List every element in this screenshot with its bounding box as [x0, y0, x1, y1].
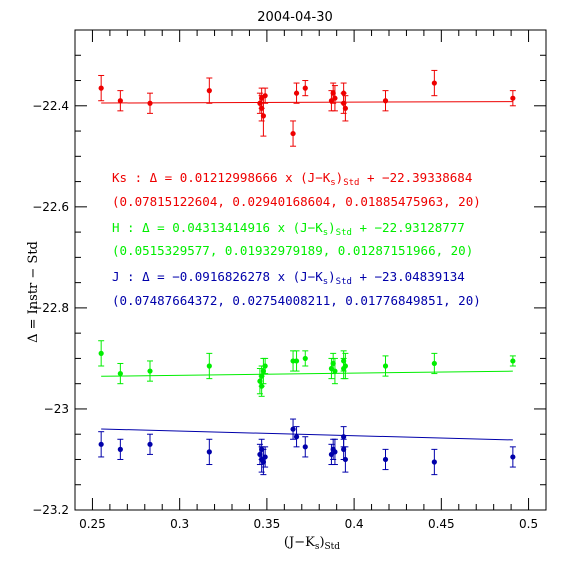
y-tick-label: −23.2: [32, 503, 69, 517]
x-axis-label-sub-std: Std: [325, 542, 341, 552]
data-point: [382, 98, 389, 104]
chart-title: 2004-04-30: [257, 10, 333, 25]
fit-annotation-line: (0.0515329577, 0.01932979189, 0.01287151…: [112, 243, 473, 258]
x-axis-label-sub-s: s: [315, 542, 320, 552]
data-point: [290, 130, 296, 137]
fit-line: [101, 370, 513, 377]
x-axis-label: (J−Ks)Std: [284, 535, 340, 552]
data-point: [431, 360, 437, 367]
data-point: [382, 456, 389, 463]
x-tick-labels: 0.25 0.3 0.35 0.4 0.45 0.5: [79, 517, 538, 531]
fit-line: [101, 101, 513, 104]
series-layer: [98, 69, 516, 476]
x-tick-label: 0.25: [79, 517, 106, 531]
fit-annotation-line: (0.07815122604, 0.02940168604, 0.0188547…: [112, 194, 481, 209]
data-point: [206, 88, 212, 94]
data-point: [431, 80, 437, 86]
y-tick-label: −23: [44, 402, 69, 416]
x-axis-label-main: (J−K: [284, 535, 315, 550]
data-point: [293, 90, 300, 96]
data-point: [117, 98, 123, 104]
x-tick-label: 0.4: [345, 517, 364, 531]
data-point: [262, 93, 268, 99]
data-point: [342, 105, 348, 111]
data-point: [206, 363, 212, 369]
data-point: [262, 454, 268, 460]
y-axis-label: Δ = Instr − Std: [26, 241, 41, 343]
data-point: [342, 456, 348, 463]
y-tick-label: −22.8: [32, 301, 69, 315]
data-point: [98, 441, 104, 447]
y-tick-labels: −22.4 −22.6 −22.8 −23 −23.2: [32, 99, 69, 517]
data-point: [302, 355, 308, 362]
data-point: [147, 100, 153, 106]
data-point: [98, 85, 104, 91]
data-point: [259, 383, 265, 389]
data-point: [332, 368, 338, 374]
fit-annotation-line: Ks : Δ = 0.01212998666 x (J−Ks)Std + −22…: [112, 170, 472, 188]
data-point: [302, 85, 308, 91]
x-tick-label: 0.45: [428, 517, 455, 531]
data-point: [98, 350, 104, 356]
data-point: [431, 459, 437, 465]
fit-annotation-line: (0.07487664372, 0.02754008211, 0.0177684…: [112, 293, 481, 308]
data-point: [382, 363, 389, 369]
y-tick-label: −22.6: [32, 200, 69, 214]
data-point: [302, 444, 308, 450]
y-tick-label: −22.4: [32, 99, 69, 113]
data-point: [332, 449, 338, 455]
fit-annotation-line: J : Δ = −0.0916826278 x (J−Ks)Std + −23.…: [112, 269, 465, 287]
data-point: [117, 370, 123, 377]
fit-annotations: Ks : Δ = 0.01212998666 x (J−Ks)Std + −22…: [112, 170, 481, 308]
data-point: [290, 426, 296, 432]
data-point: [332, 95, 338, 101]
plot-frame: [74, 29, 547, 511]
data-point: [342, 363, 348, 369]
data-point: [293, 358, 300, 364]
data-point: [510, 358, 516, 364]
series-j: [98, 418, 516, 476]
data-point: [293, 434, 300, 440]
data-point: [206, 449, 212, 455]
axis-ticks: [74, 29, 547, 511]
data-point: [147, 441, 153, 447]
data-point: [260, 113, 266, 119]
y-axis-label-text: Δ = Instr − Std: [26, 241, 41, 343]
data-point: [117, 446, 123, 452]
data-point: [510, 454, 516, 460]
x-tick-label: 0.3: [170, 517, 189, 531]
data-point: [510, 95, 516, 101]
data-point: [262, 363, 268, 369]
series-h: [98, 340, 516, 397]
x-tick-label: 0.35: [254, 517, 281, 531]
fit-annotation-line: H : Δ = 0.04313414916 x (J−Ks)Std + −22.…: [112, 220, 465, 238]
data-point: [341, 434, 347, 440]
x-axis-label-close: ): [319, 535, 324, 550]
data-point: [147, 368, 153, 374]
series-ks: [98, 69, 516, 147]
x-tick-label: 0.5: [519, 517, 538, 531]
svg-text:(J−Ks)Std: (J−Ks)Std: [284, 535, 340, 552]
fit-line: [101, 428, 513, 441]
